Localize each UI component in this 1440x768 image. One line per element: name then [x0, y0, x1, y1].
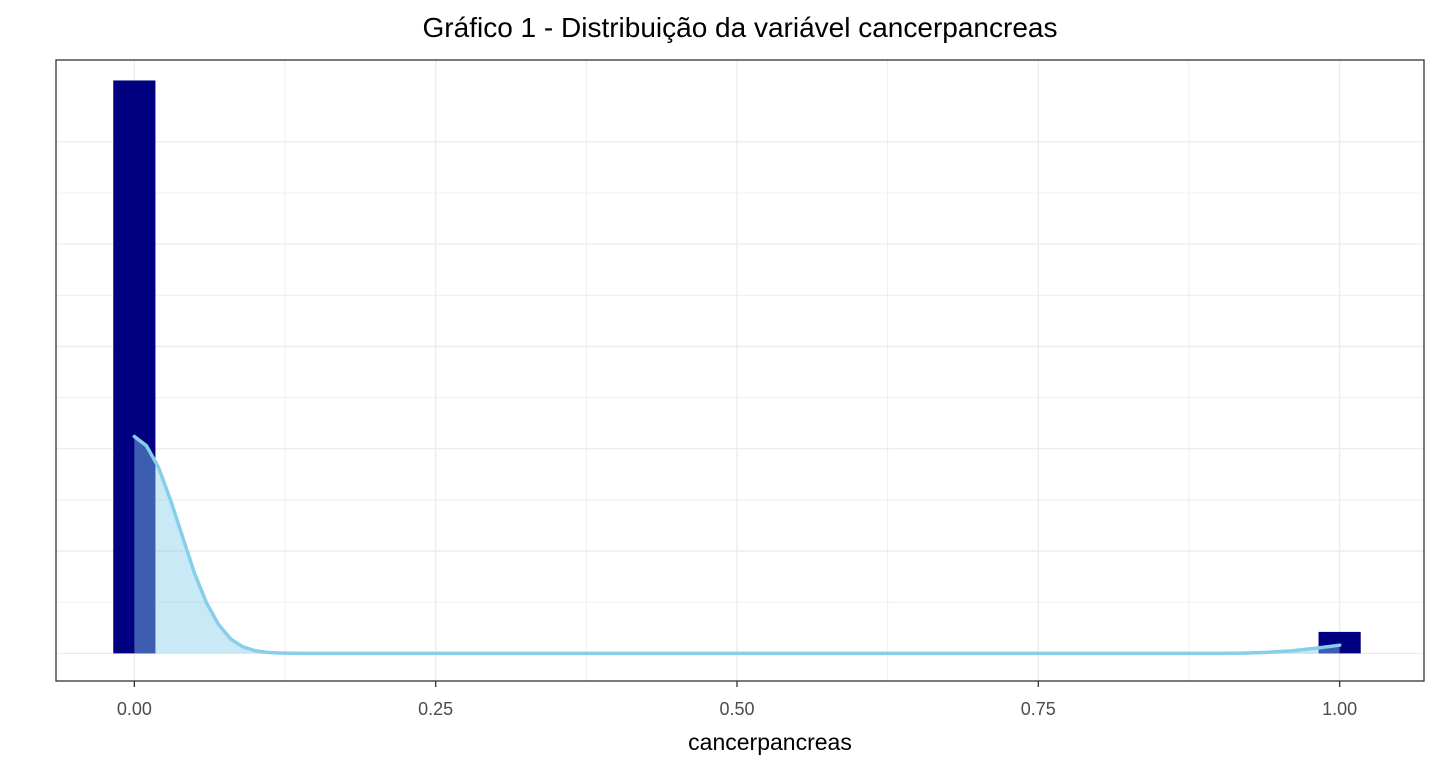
histogram-bar — [113, 80, 156, 654]
density-line — [132, 434, 1342, 656]
x-tick-label: 1.00 — [1322, 699, 1357, 719]
panel-border — [55, 59, 1425, 682]
plot-panel — [56, 60, 1424, 681]
x-tick-label: 0.50 — [719, 699, 754, 719]
x-tick-label: 0.75 — [1021, 699, 1056, 719]
x-tick-label: 0.00 — [117, 699, 152, 719]
chart-title: Gráfico 1 - Distribuição da variável can… — [422, 12, 1058, 43]
x-axis-title: cancerpancreas — [688, 729, 852, 755]
x-tick-label: 0.25 — [418, 699, 453, 719]
